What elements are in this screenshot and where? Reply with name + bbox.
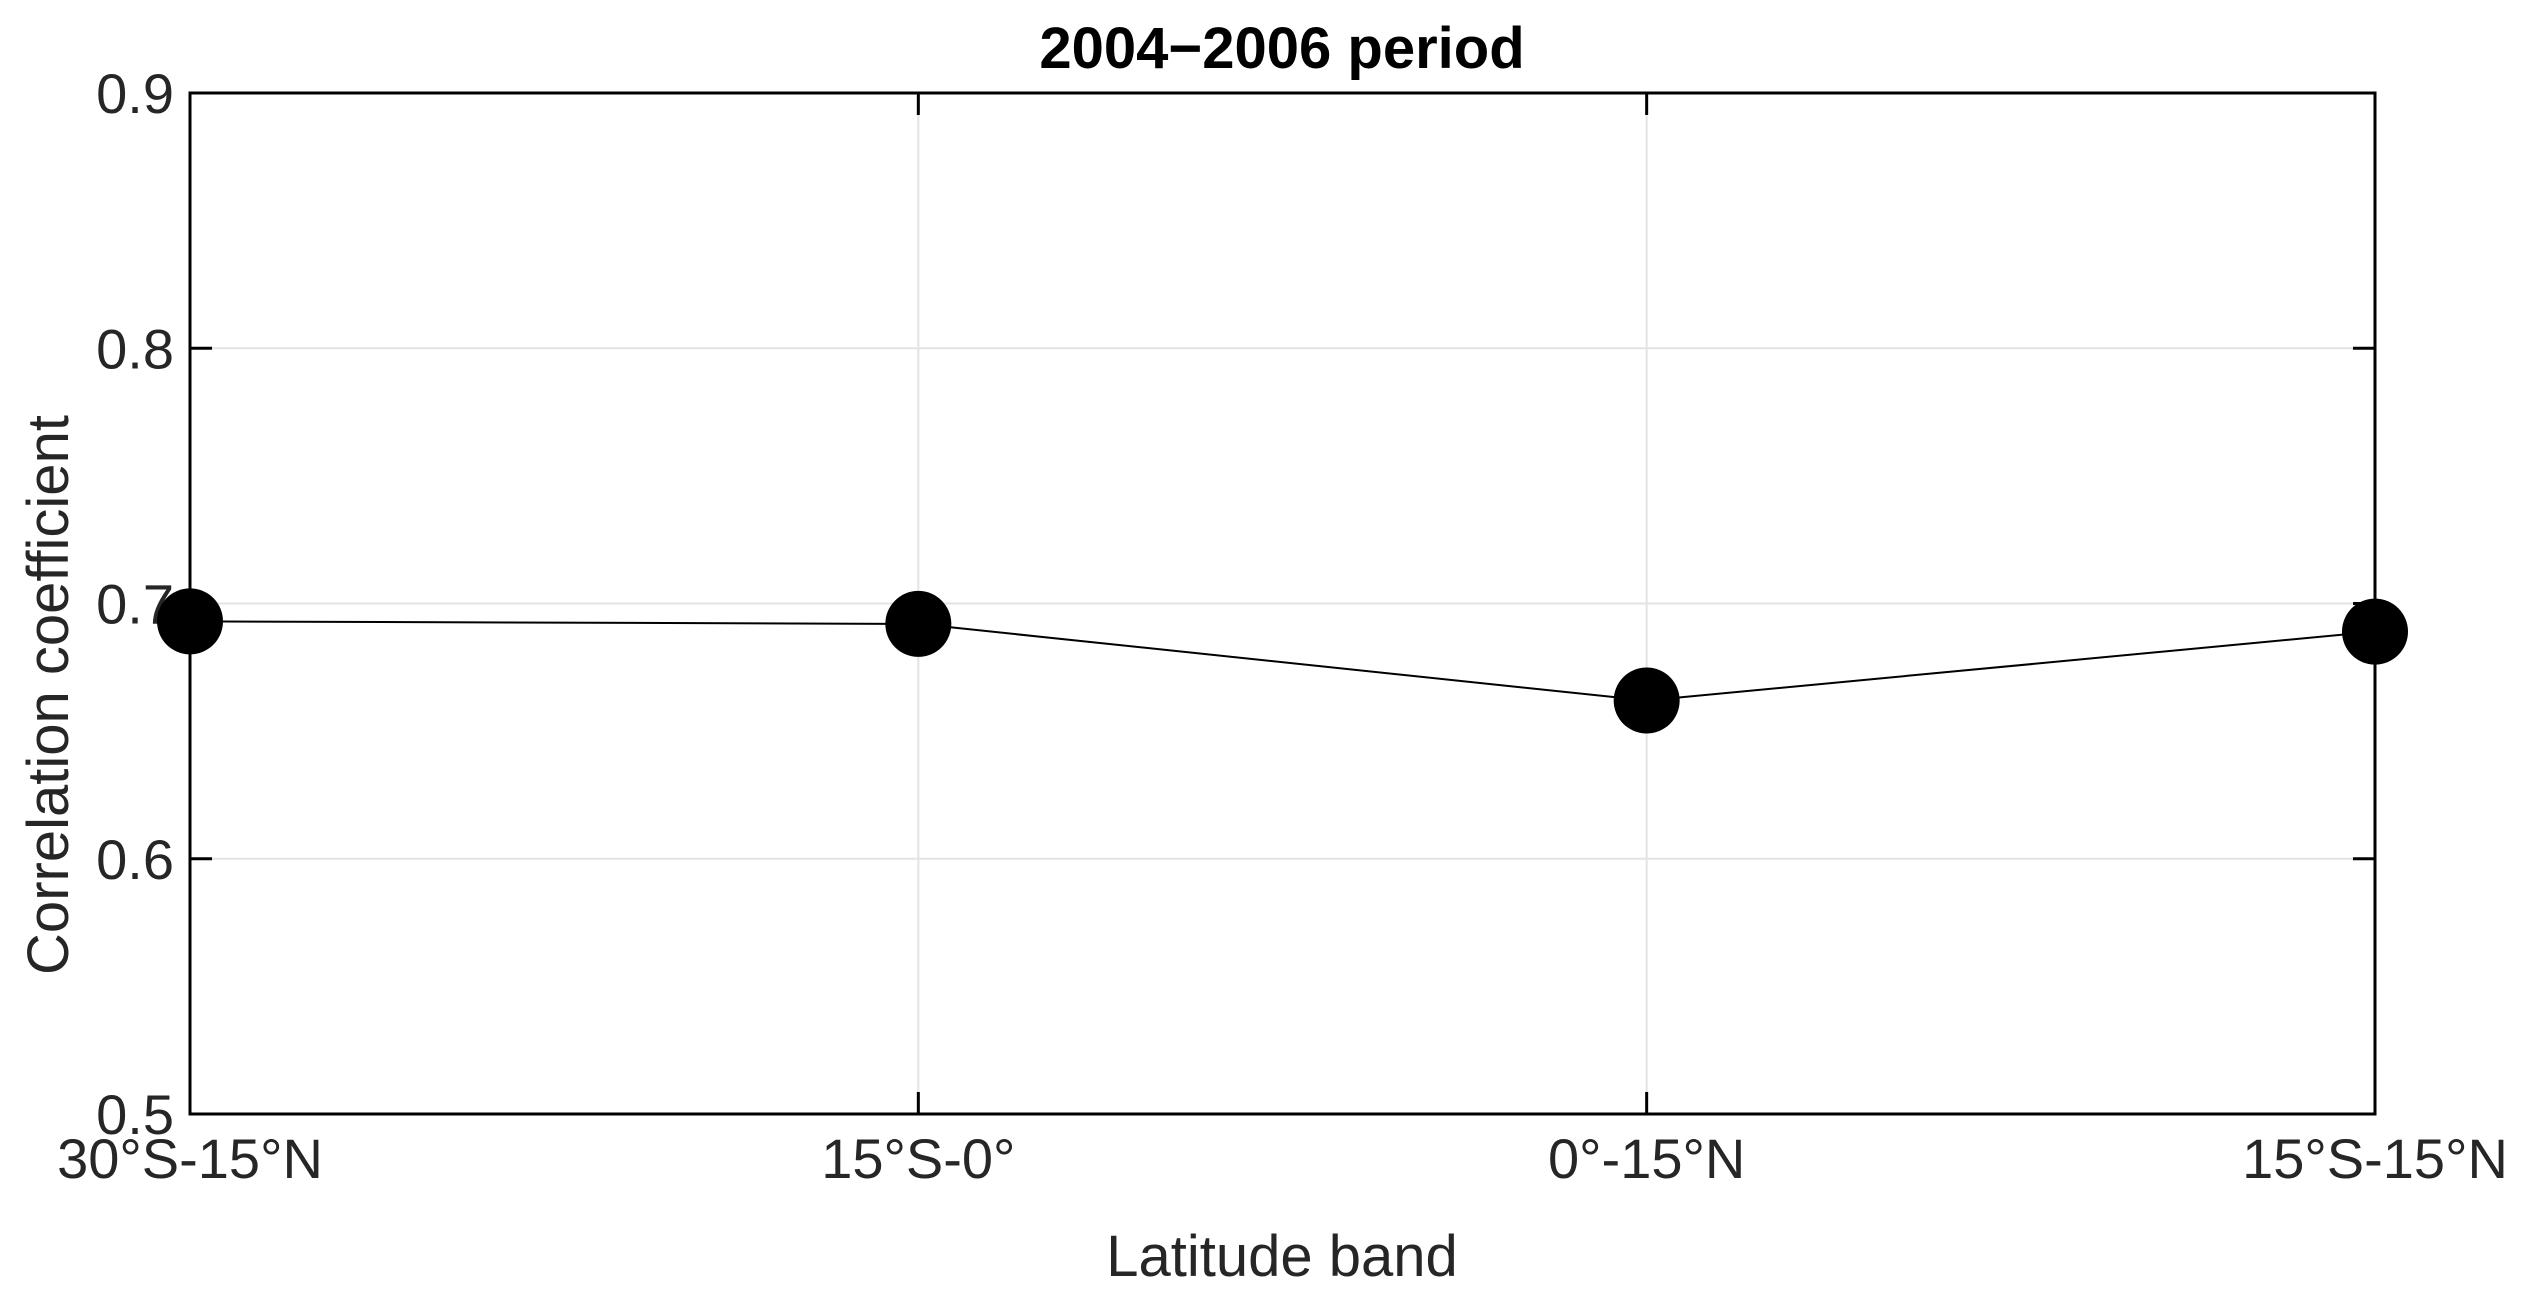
y-tick-label: 0.6 bbox=[96, 828, 174, 891]
chart-title: 2004−2006 period bbox=[1039, 16, 1524, 81]
data-point-marker bbox=[157, 588, 223, 655]
axis-ticks bbox=[188, 91, 2377, 1116]
data-point-marker bbox=[2342, 598, 2408, 665]
y-tick-label: 0.8 bbox=[96, 317, 174, 380]
y-tick-label: 0.9 bbox=[96, 62, 174, 125]
series-line bbox=[189, 620, 2376, 702]
y-axis-label: Correlation coefficient bbox=[16, 415, 81, 975]
x-axis-label: Latitude band bbox=[1106, 1224, 1458, 1289]
y-tick-labels: 0.50.60.70.80.9 bbox=[96, 62, 174, 1146]
y-tick-label: 0.5 bbox=[96, 1083, 174, 1146]
x-tick-label: 0°-15°N bbox=[1548, 1127, 1745, 1190]
x-tick-labels: 30°S-15°N 15°S-0° 0°-15°N 15°S-15°N bbox=[57, 1127, 2508, 1190]
data-point-marker bbox=[1613, 667, 1680, 734]
x-tick-label: 30°S-15°N bbox=[57, 1127, 323, 1190]
grid-lines bbox=[189, 92, 2376, 1115]
x-tick-label: 15°S-15°N bbox=[2242, 1127, 2508, 1190]
data-point-marker bbox=[885, 590, 952, 657]
x-tick-label: 15°S-0° bbox=[821, 1127, 1015, 1190]
series-group bbox=[157, 588, 2408, 734]
